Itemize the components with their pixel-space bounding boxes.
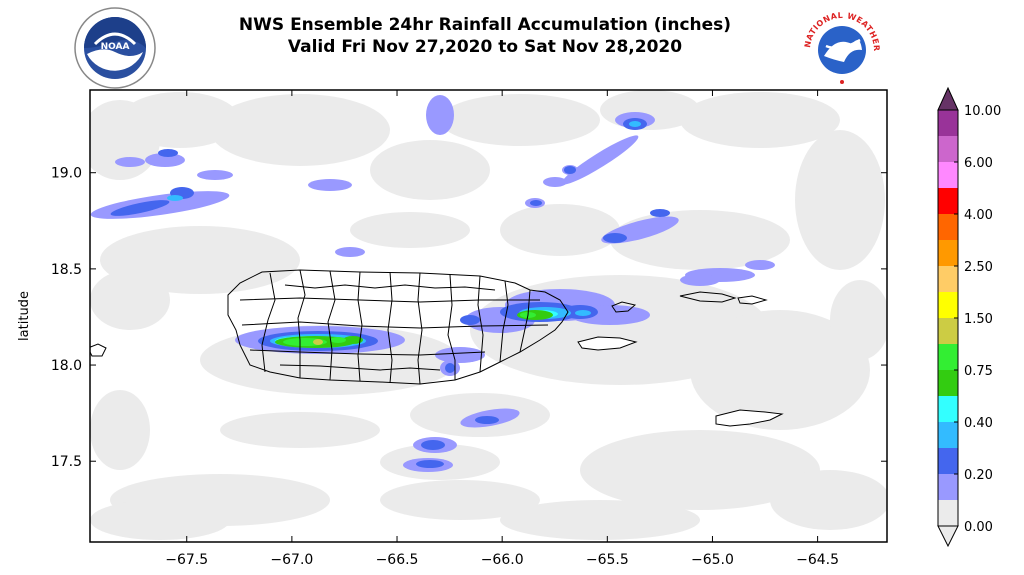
colorbar-bin [938, 110, 958, 136]
colorbar-bin [938, 474, 958, 500]
plot-frame [89, 89, 888, 543]
colorbar-bin [938, 266, 958, 292]
st-thomas-island [679, 291, 737, 303]
colorbar-bin [938, 344, 958, 370]
y-tick-label: 18.5 [51, 262, 82, 278]
colorbar-bin [938, 162, 958, 188]
precip-1.00 [313, 339, 323, 345]
mona-island [90, 343, 107, 357]
y-tick-label: 17.5 [51, 454, 82, 470]
colorbar-extend-max [937, 86, 959, 111]
st-croix-island [715, 409, 784, 427]
colorbar-tick-label: 0.40 [964, 416, 993, 431]
x-tick-label: −67.5 [165, 552, 208, 568]
colorbar-tick-label: 0.20 [964, 468, 993, 483]
x-tick-label: −65.5 [586, 552, 629, 568]
colorbar-tick-label: 10.00 [964, 104, 1001, 119]
colorbar-bin [938, 370, 958, 396]
puerto-rico-outline [227, 269, 569, 385]
valid-period-subtitle: Valid Fri Nov 27,2020 to Sat Nov 28,2020 [287, 37, 683, 57]
map-title: NWS Ensemble 24hr Rainfall Accumulation … [238, 15, 732, 35]
colorbar-bin [938, 318, 958, 344]
x-axis: −67.5 −67.0 −66.5 −66.0 −65.5 −65.0 −64.5 [165, 90, 839, 568]
colorbar-bin [938, 500, 958, 526]
colorbar-bin [938, 240, 958, 266]
colorbar-bin [938, 292, 958, 318]
colorbar-bin [938, 188, 958, 214]
st-john-island [737, 295, 768, 305]
y-axis: 17.5 18.0 18.5 19.0 [51, 166, 887, 470]
y-axis-label: latitude [17, 291, 32, 341]
svg-text:NOAA: NOAA [101, 42, 130, 52]
colorbar-bin [938, 422, 958, 448]
colorbar-tick-label: 0.75 [964, 364, 993, 379]
colorbar-tick-label: 6.00 [964, 156, 993, 171]
colorbar-tick-label: 2.50 [964, 260, 993, 275]
colorbar-tick-label: 4.00 [964, 208, 993, 223]
colorbar-tick-label: 0.00 [964, 520, 993, 535]
y-tick-label: 19.0 [51, 166, 82, 182]
nws-logo: NATIONAL WEATHER SERVICE [800, 6, 881, 89]
colorbar-tick-label: 1.50 [964, 312, 993, 327]
x-tick-label: −66.0 [481, 552, 524, 568]
colorbar-extend-min [937, 525, 959, 548]
colorbar-bin [938, 136, 958, 162]
culebra-island [611, 301, 637, 313]
vieques-island [577, 336, 638, 351]
x-tick-label: −66.5 [376, 552, 419, 568]
y-tick-label: 18.0 [51, 358, 82, 374]
x-tick-label: −64.5 [796, 552, 839, 568]
noaa-logo: NOAA [74, 7, 156, 89]
x-tick-label: −65.0 [691, 552, 734, 568]
colorbar-bin [938, 448, 958, 474]
colorbar-bin [938, 214, 958, 240]
colorbar-bin [938, 396, 958, 422]
x-tick-label: −67.0 [270, 552, 313, 568]
